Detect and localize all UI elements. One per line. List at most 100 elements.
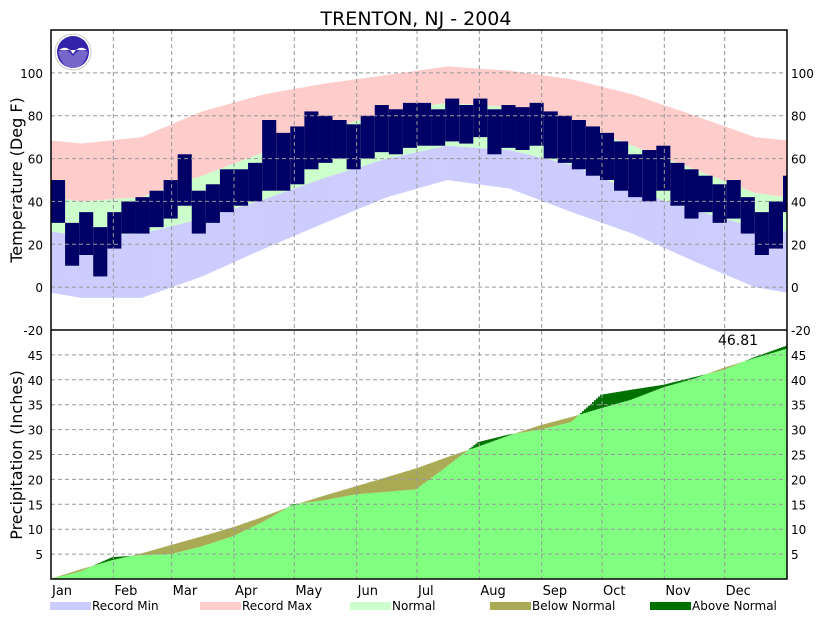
precip-below-normal-bar xyxy=(373,481,375,493)
record-min-bar xyxy=(622,187,624,231)
precip-actual-bar xyxy=(329,499,331,579)
record-min-bar xyxy=(182,223,184,283)
precip-above-normal-bar xyxy=(697,376,699,377)
precip-below-normal-bar xyxy=(260,517,262,522)
record-min-bar xyxy=(471,147,473,183)
record-min-bar xyxy=(238,207,240,260)
precip-below-normal-bar xyxy=(729,366,731,367)
precip-below-normal-bar xyxy=(431,463,433,478)
record-min-bar xyxy=(236,208,238,261)
precip-below-normal-bar xyxy=(375,480,377,492)
precip-actual-bar xyxy=(176,553,178,579)
record-min-bar xyxy=(495,149,497,187)
precip-actual-bar xyxy=(485,444,487,579)
precip-below-normal-bar xyxy=(329,494,331,499)
precip-actual-bar xyxy=(636,397,638,579)
record-max-bar xyxy=(200,112,202,176)
record-min-bar xyxy=(306,184,308,230)
record-max-bar xyxy=(507,71,509,107)
record-min-bar xyxy=(570,165,572,212)
record-max-bar xyxy=(775,139,777,195)
precip-actual-bar xyxy=(401,491,403,579)
record-min-bar xyxy=(747,225,749,284)
record-max-bar xyxy=(433,68,435,104)
precip-below-normal-bar xyxy=(85,568,87,569)
precip-tick-label-right: 10 xyxy=(791,523,806,537)
precip-actual-bar xyxy=(137,555,139,579)
observed-temp-bar xyxy=(361,116,375,159)
precip-above-normal-bar xyxy=(678,381,680,383)
record-max-bar xyxy=(224,105,226,167)
precip-actual-bar xyxy=(652,391,654,579)
record-max-bar xyxy=(544,76,546,116)
precip-below-normal-bar xyxy=(433,462,435,476)
record-min-bar xyxy=(220,213,222,268)
precip-actual-bar xyxy=(125,557,127,579)
record-min-bar xyxy=(152,231,154,294)
precip-above-normal-bar xyxy=(767,352,769,354)
record-max-bar xyxy=(423,70,425,106)
precip-actual-bar xyxy=(622,402,624,579)
precip-below-normal-bar xyxy=(59,576,61,577)
precip-actual-bar xyxy=(288,507,290,579)
record-max-bar xyxy=(341,81,343,125)
record-min-bar xyxy=(63,233,65,295)
record-min-bar xyxy=(481,148,483,185)
record-max-bar xyxy=(246,99,248,159)
precip-actual-bar xyxy=(109,561,111,579)
record-min-bar xyxy=(383,160,385,199)
precip-below-normal-bar xyxy=(57,576,59,577)
record-max-bar xyxy=(574,80,576,123)
precip-actual-bar xyxy=(773,352,775,579)
precip-above-normal-bar xyxy=(658,385,660,388)
month-tick-label: Jul xyxy=(417,584,434,599)
precip-below-normal-bar xyxy=(713,372,715,373)
record-max-bar xyxy=(648,100,650,152)
record-max-bar xyxy=(493,70,495,106)
precip-above-normal-bar xyxy=(636,389,638,398)
observed-temp-bar xyxy=(558,116,572,163)
precip-actual-bar xyxy=(91,566,93,579)
record-max-bar xyxy=(745,134,747,189)
precip-actual-bar xyxy=(180,552,182,579)
record-min-bar xyxy=(335,174,337,218)
record-max-bar xyxy=(248,98,250,157)
precip-actual-bar xyxy=(694,378,696,579)
precip-actual-bar xyxy=(252,527,254,579)
record-max-bar xyxy=(125,139,127,198)
observed-temp-bar xyxy=(614,141,628,190)
record-min-bar xyxy=(341,173,343,216)
record-min-bar xyxy=(210,216,212,273)
precip-below-normal-bar xyxy=(451,455,453,462)
precip-actual-bar xyxy=(562,424,564,579)
record-max-bar xyxy=(548,76,550,116)
precip-below-normal-bar xyxy=(333,493,335,499)
month-tick-label: Feb xyxy=(114,584,137,599)
precip-actual-bar xyxy=(570,422,572,579)
precip-actual-bar xyxy=(148,555,150,579)
temp-tick-label-left: 20 xyxy=(28,238,43,252)
precip-actual-bar xyxy=(761,356,763,579)
precip-actual-bar xyxy=(268,518,270,579)
record-min-bar xyxy=(266,198,268,247)
precip-actual-bar xyxy=(220,540,222,579)
record-min-bar xyxy=(150,231,152,294)
record-min-bar xyxy=(212,215,214,271)
record-max-bar xyxy=(115,140,117,199)
record-max-bar xyxy=(761,138,763,194)
precip-actual-bar xyxy=(144,555,146,579)
precip-actual-bar xyxy=(767,354,769,579)
precip-above-normal-bar xyxy=(622,391,624,402)
precip-actual-bar xyxy=(489,442,491,579)
precip-below-normal-bar xyxy=(371,482,373,493)
precip-below-normal-bar xyxy=(429,463,431,479)
precip-above-normal-bar xyxy=(115,557,117,559)
precip-below-normal-bar xyxy=(719,369,721,371)
record-max-bar xyxy=(707,120,709,174)
record-min-bar xyxy=(556,161,558,206)
precip-actual-bar xyxy=(304,503,306,579)
precip-actual-bar xyxy=(214,542,216,579)
precip-below-normal-bar xyxy=(383,478,385,492)
record-min-bar xyxy=(369,164,371,204)
precip-above-normal-bar xyxy=(769,352,771,354)
